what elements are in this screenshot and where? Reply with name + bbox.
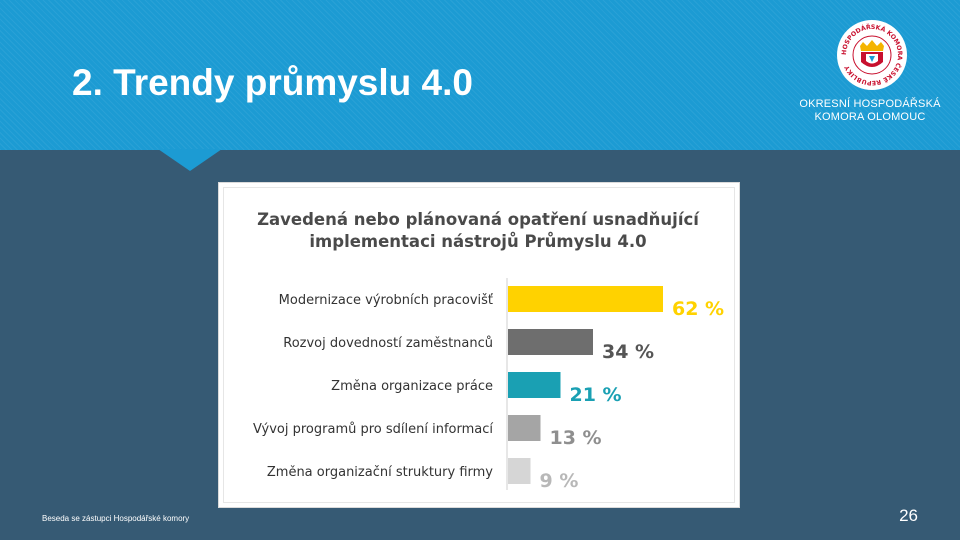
value-label-5: 9 % bbox=[540, 470, 579, 492]
chart-figure: Zavedená nebo plánovaná opatření usnadňu… bbox=[218, 182, 740, 508]
chart-title: Zavedená nebo plánovaná opatření usnadňu… bbox=[243, 209, 713, 253]
header-notch bbox=[158, 149, 222, 171]
header-band bbox=[0, 0, 960, 150]
chart-frame bbox=[223, 187, 735, 503]
bar-1 bbox=[508, 286, 663, 312]
bar-chart: Modernizace výrobních pracovišť 62 % Rozvo… bbox=[253, 278, 724, 492]
category-label-5: Změna organizační struktury firmy bbox=[267, 465, 493, 480]
value-label-2: 34 % bbox=[602, 341, 654, 363]
bar-2 bbox=[508, 329, 593, 355]
category-label-4: Vývoj programů pro sdílení informací bbox=[253, 422, 493, 437]
bar-4 bbox=[508, 415, 541, 441]
category-label-3: Změna organizace práce bbox=[331, 379, 493, 394]
category-label-1: Modernizace výrobních pracovišť bbox=[279, 293, 493, 308]
logo-line-1: OKRESNÍ HOSPODÁŘSKÁ bbox=[799, 98, 941, 110]
value-label-3: 21 % bbox=[570, 384, 622, 406]
chamber-logo: HOSPODÁŘSKÁ KOMORA ČESKÉ REPUBLIKY OKRES… bbox=[795, 18, 945, 128]
chart-title-line-1: Zavedená nebo plánovaná opatření usnadňu… bbox=[257, 210, 699, 229]
category-label-2: Rozvoj dovedností zaměstnanců bbox=[283, 336, 493, 351]
page-number: 26 bbox=[899, 506, 918, 525]
logo-line-2: KOMORA OLOMOUC bbox=[814, 111, 926, 123]
crown-icon bbox=[860, 40, 884, 51]
value-label-4: 13 % bbox=[550, 427, 602, 449]
chamber-emblem-icon: HOSPODÁŘSKÁ KOMORA ČESKÉ REPUBLIKY bbox=[837, 20, 907, 90]
bar-5 bbox=[508, 458, 531, 484]
footer-text: Beseda se zástupci Hospodářské komory bbox=[42, 514, 190, 523]
chart-title-line-2: implementaci nástrojů Průmyslu 4.0 bbox=[309, 232, 647, 251]
value-label-1: 62 % bbox=[672, 298, 724, 320]
slide-title: 2. Trendy průmyslu 4.0 bbox=[72, 62, 473, 103]
bar-3 bbox=[508, 372, 561, 398]
